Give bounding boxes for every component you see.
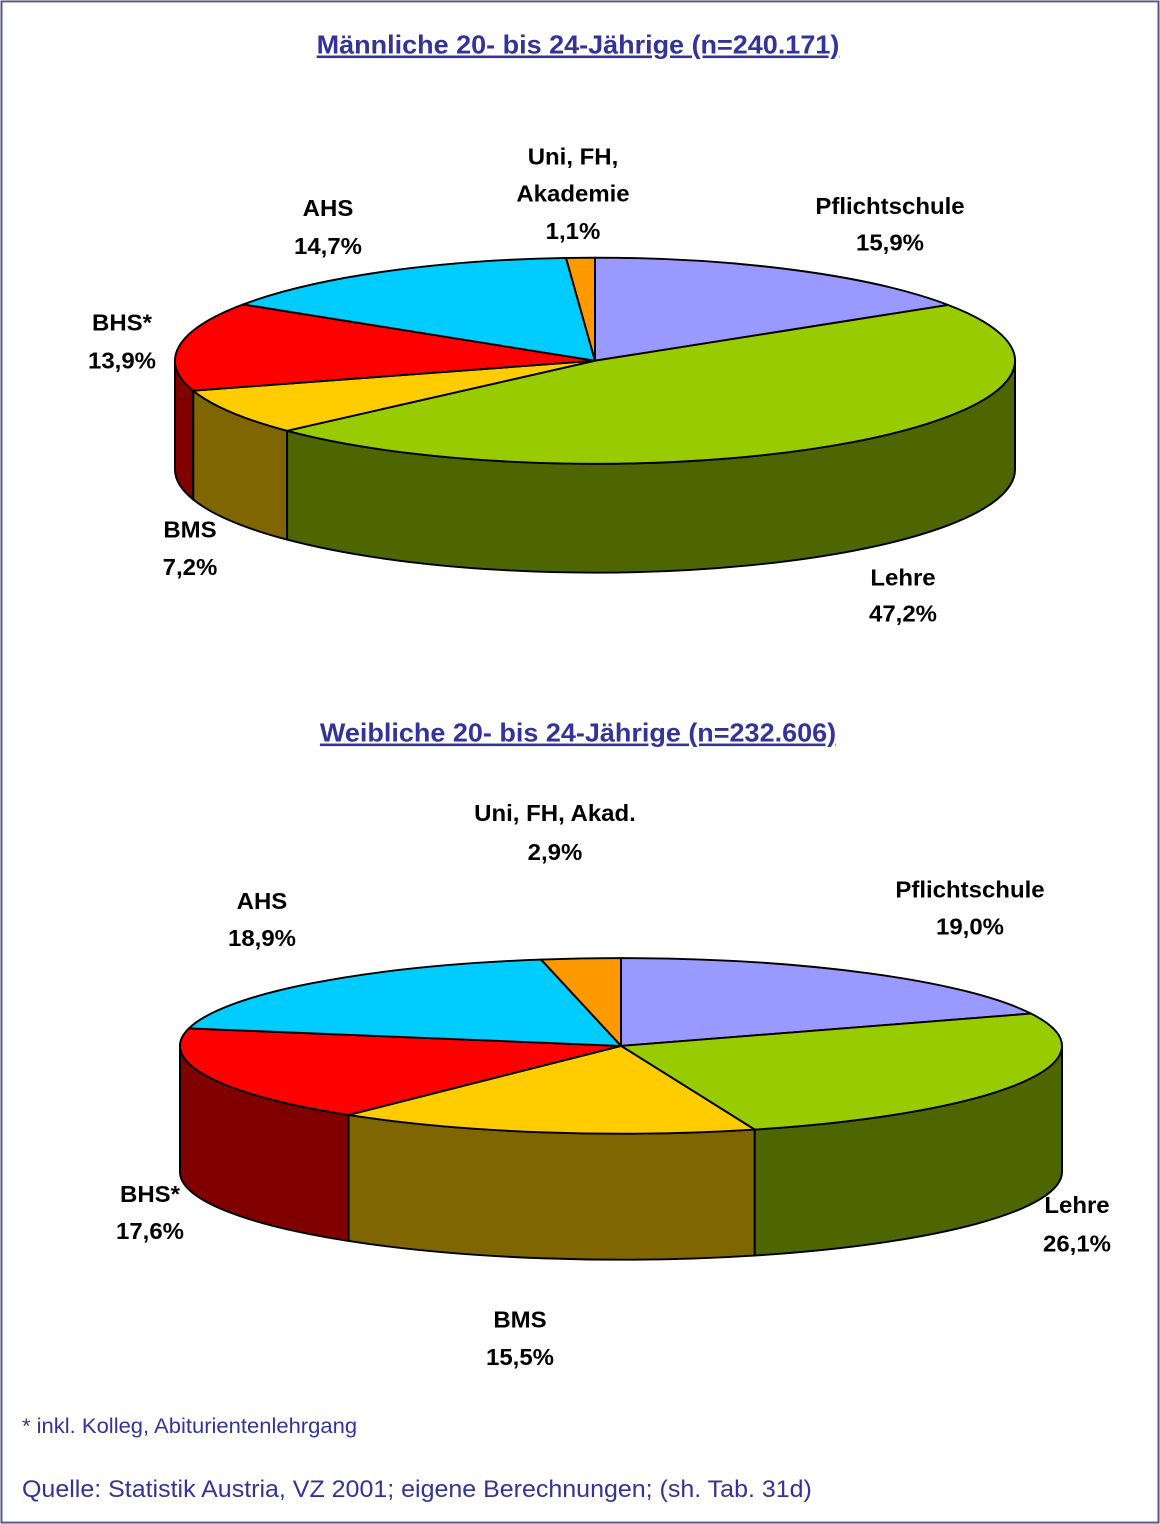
slice-value-label: 14,7% xyxy=(294,234,362,259)
slice-label: Uni, FH, Akad. xyxy=(474,801,636,826)
pie-slice xyxy=(286,303,1016,465)
pie-tops xyxy=(174,256,1016,465)
slice-value-label: 47,2% xyxy=(869,601,937,626)
slice-label: Pflichtschule xyxy=(815,194,964,219)
pie-slice xyxy=(192,359,596,432)
slice-label: AHS xyxy=(237,888,288,913)
pie-slice xyxy=(594,256,950,362)
chart-title: Weibliche 20- bis 24-Jährige (n=232.606) xyxy=(320,718,836,747)
slice-value-label: 2,9% xyxy=(528,840,583,865)
source: Quelle: Statistik Austria, VZ 2001; eige… xyxy=(22,1476,812,1502)
pie-tops xyxy=(179,957,1063,1135)
pie-slice xyxy=(540,957,622,1047)
pie-sides xyxy=(179,1044,1063,1261)
pie-slice xyxy=(174,303,596,392)
label-line: Uni, FH, xyxy=(528,144,619,169)
pie-slice xyxy=(242,256,596,362)
slice-label: BMS xyxy=(163,517,216,542)
slice-value-label: 18,9% xyxy=(228,926,296,951)
slice-value-label: 15,5% xyxy=(486,1344,554,1369)
slice-label: AHS xyxy=(303,195,354,220)
slice-label: BMS xyxy=(493,1307,546,1332)
slice-label: Lehre xyxy=(1044,1193,1109,1218)
slice-side xyxy=(347,1113,756,1261)
slice-value-label: 19,0% xyxy=(936,914,1004,939)
slice-value-label: 13,9% xyxy=(88,348,156,373)
pie-slice xyxy=(187,958,622,1047)
slice-label: Uni, FH, Akademie xyxy=(516,144,629,207)
label-line: Akademie xyxy=(516,181,629,206)
slice-value-label: 15,9% xyxy=(856,230,924,255)
pie-slice xyxy=(179,1027,622,1116)
slice-value-label: 7,2% xyxy=(163,554,218,579)
pie-slice xyxy=(564,256,596,362)
pie-slice xyxy=(347,1044,756,1135)
footnote: * inkl. Kolleg, Abiturientenlehrgang xyxy=(22,1415,357,1438)
slice-label: BHS* xyxy=(120,1181,181,1206)
slice-label: Lehre xyxy=(870,565,935,590)
chart-title: Männliche 20- bis 24-Jährige (n=240.171) xyxy=(317,30,840,59)
slice-value-label: 1,1% xyxy=(546,218,601,243)
slice-label: BHS* xyxy=(92,310,153,335)
pie-slice xyxy=(620,957,1033,1047)
pie-slice xyxy=(620,1012,1063,1131)
slice-value-label: 26,1% xyxy=(1043,1231,1111,1256)
slice-value-label: 17,6% xyxy=(116,1218,184,1243)
slice-label: Pflichtschule xyxy=(895,877,1044,902)
